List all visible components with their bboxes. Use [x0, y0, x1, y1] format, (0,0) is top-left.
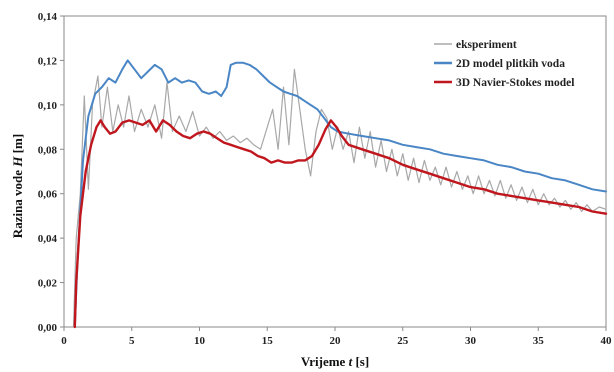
y-tick-label: 0,04	[38, 233, 58, 245]
y-tick-label: 0,06	[38, 189, 58, 201]
x-tick-label: 0	[61, 335, 67, 347]
legend-label-1: eksperiment	[456, 39, 517, 51]
series-line-2	[73, 59, 607, 328]
x-tick-label: 30	[465, 335, 477, 347]
x-tick-label: 15	[262, 335, 274, 347]
y-tick-label: 0,14	[38, 11, 58, 23]
x-tick-label: 10	[194, 335, 206, 347]
x-tick-label: 40	[601, 335, 613, 347]
x-tick-label: 35	[533, 335, 545, 347]
y-tick-label: 0,10	[38, 100, 58, 112]
series-layer	[72, 59, 608, 329]
x-tick-label: 5	[129, 335, 135, 347]
legend: eksperiment 2D model plitkih voda 3D Navie…	[434, 39, 574, 89]
y-tick-label: 0,08	[38, 144, 58, 156]
y-axis: 0,00 0,02 0,04 0,06 0,08 0,10 0,12 0,14	[38, 11, 64, 334]
y-tick-label: 0,00	[38, 322, 58, 334]
legend-label-3: 3D Navier-Stokes model	[456, 77, 574, 89]
y-tick-label: 0,12	[38, 55, 58, 67]
legend-label-2: 2D model plitkih voda	[456, 58, 565, 70]
x-tick-label: 20	[330, 335, 342, 347]
x-tick-label: 25	[397, 335, 409, 347]
x-axis: 0 5 10 15 20 25 30 35 40	[61, 327, 612, 347]
x-axis-title: Vrijeme t [s]	[301, 354, 369, 369]
series-line-3	[73, 119, 608, 329]
y-tick-label: 0,02	[38, 278, 58, 290]
y-axis-title: Razina vode H [m]	[10, 134, 25, 238]
